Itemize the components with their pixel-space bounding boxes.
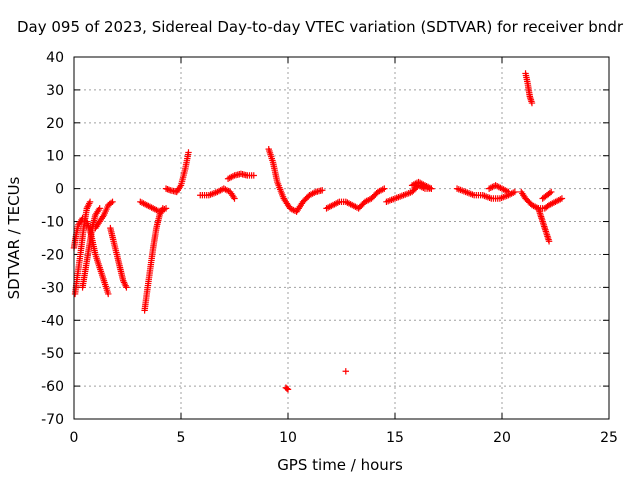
y-tick-label: 0	[55, 182, 64, 198]
data-series	[282, 384, 292, 393]
y-tick-label: 20	[46, 116, 64, 132]
data-series	[265, 145, 326, 215]
x-tick-label: 0	[70, 430, 79, 446]
data-series	[408, 178, 435, 192]
data-series	[485, 182, 512, 196]
y-tick-label: 40	[46, 50, 64, 66]
x-tick-label: 10	[279, 430, 297, 446]
data-point	[511, 188, 519, 196]
axis-ticks: -70 -60 -50 -40 -30 -20 -10 0 10 20 30 40 0 5 10 15 20 25	[41, 50, 618, 446]
data-series	[224, 170, 257, 182]
data-series	[137, 198, 170, 215]
data-series	[535, 205, 553, 245]
y-tick-label: 30	[46, 83, 64, 99]
data-point	[109, 198, 116, 205]
data-point	[96, 205, 103, 212]
data-series	[162, 149, 192, 196]
data-series	[323, 185, 388, 212]
y-tick-label: -30	[41, 280, 64, 296]
data-series	[107, 224, 130, 291]
data-point	[319, 187, 326, 194]
data-point	[284, 386, 292, 393]
data-point	[123, 284, 130, 291]
data-series	[522, 70, 536, 107]
y-tick-label: -50	[41, 346, 64, 362]
data-point	[381, 185, 388, 192]
data-series	[342, 368, 349, 375]
data-series	[71, 198, 94, 298]
x-tick-label: 15	[386, 430, 404, 446]
data-series	[518, 188, 566, 212]
grid	[74, 57, 609, 419]
data-point	[185, 149, 192, 156]
data-point	[162, 205, 170, 212]
x-tick-label: 25	[600, 430, 618, 446]
x-tick-label: 5	[177, 430, 186, 446]
data-point	[548, 188, 555, 196]
data-point	[107, 199, 115, 207]
data-point	[231, 195, 238, 202]
data-point	[283, 385, 291, 392]
plot-frame	[73, 56, 610, 420]
data-points	[70, 70, 566, 393]
data-point	[250, 172, 257, 179]
data-series	[141, 205, 167, 314]
data-point	[546, 189, 553, 197]
data-series	[92, 198, 116, 232]
data-series	[539, 188, 555, 202]
y-axis-label: SDTVAR / TECUs	[5, 176, 23, 299]
data-point	[428, 185, 435, 192]
y-tick-label: -40	[41, 313, 64, 329]
data-point	[528, 99, 536, 107]
data-series	[197, 185, 238, 202]
y-tick-label: -60	[41, 379, 64, 395]
data-point	[342, 368, 349, 375]
data-point	[558, 195, 566, 202]
data-point	[105, 290, 112, 298]
y-tick-label: -10	[41, 215, 64, 231]
x-axis-label: GPS time / hours	[277, 456, 403, 474]
y-tick-label: -20	[41, 247, 64, 263]
y-tick-label: -70	[41, 412, 64, 428]
y-tick-label: 10	[46, 149, 64, 165]
chart-title: Day 095 of 2023, Sidereal Day-to-day VTE…	[17, 18, 624, 36]
x-tick-label: 20	[493, 430, 511, 446]
data-point	[505, 188, 512, 196]
data-point	[86, 198, 94, 205]
data-series	[83, 218, 112, 298]
data-point	[545, 238, 553, 245]
